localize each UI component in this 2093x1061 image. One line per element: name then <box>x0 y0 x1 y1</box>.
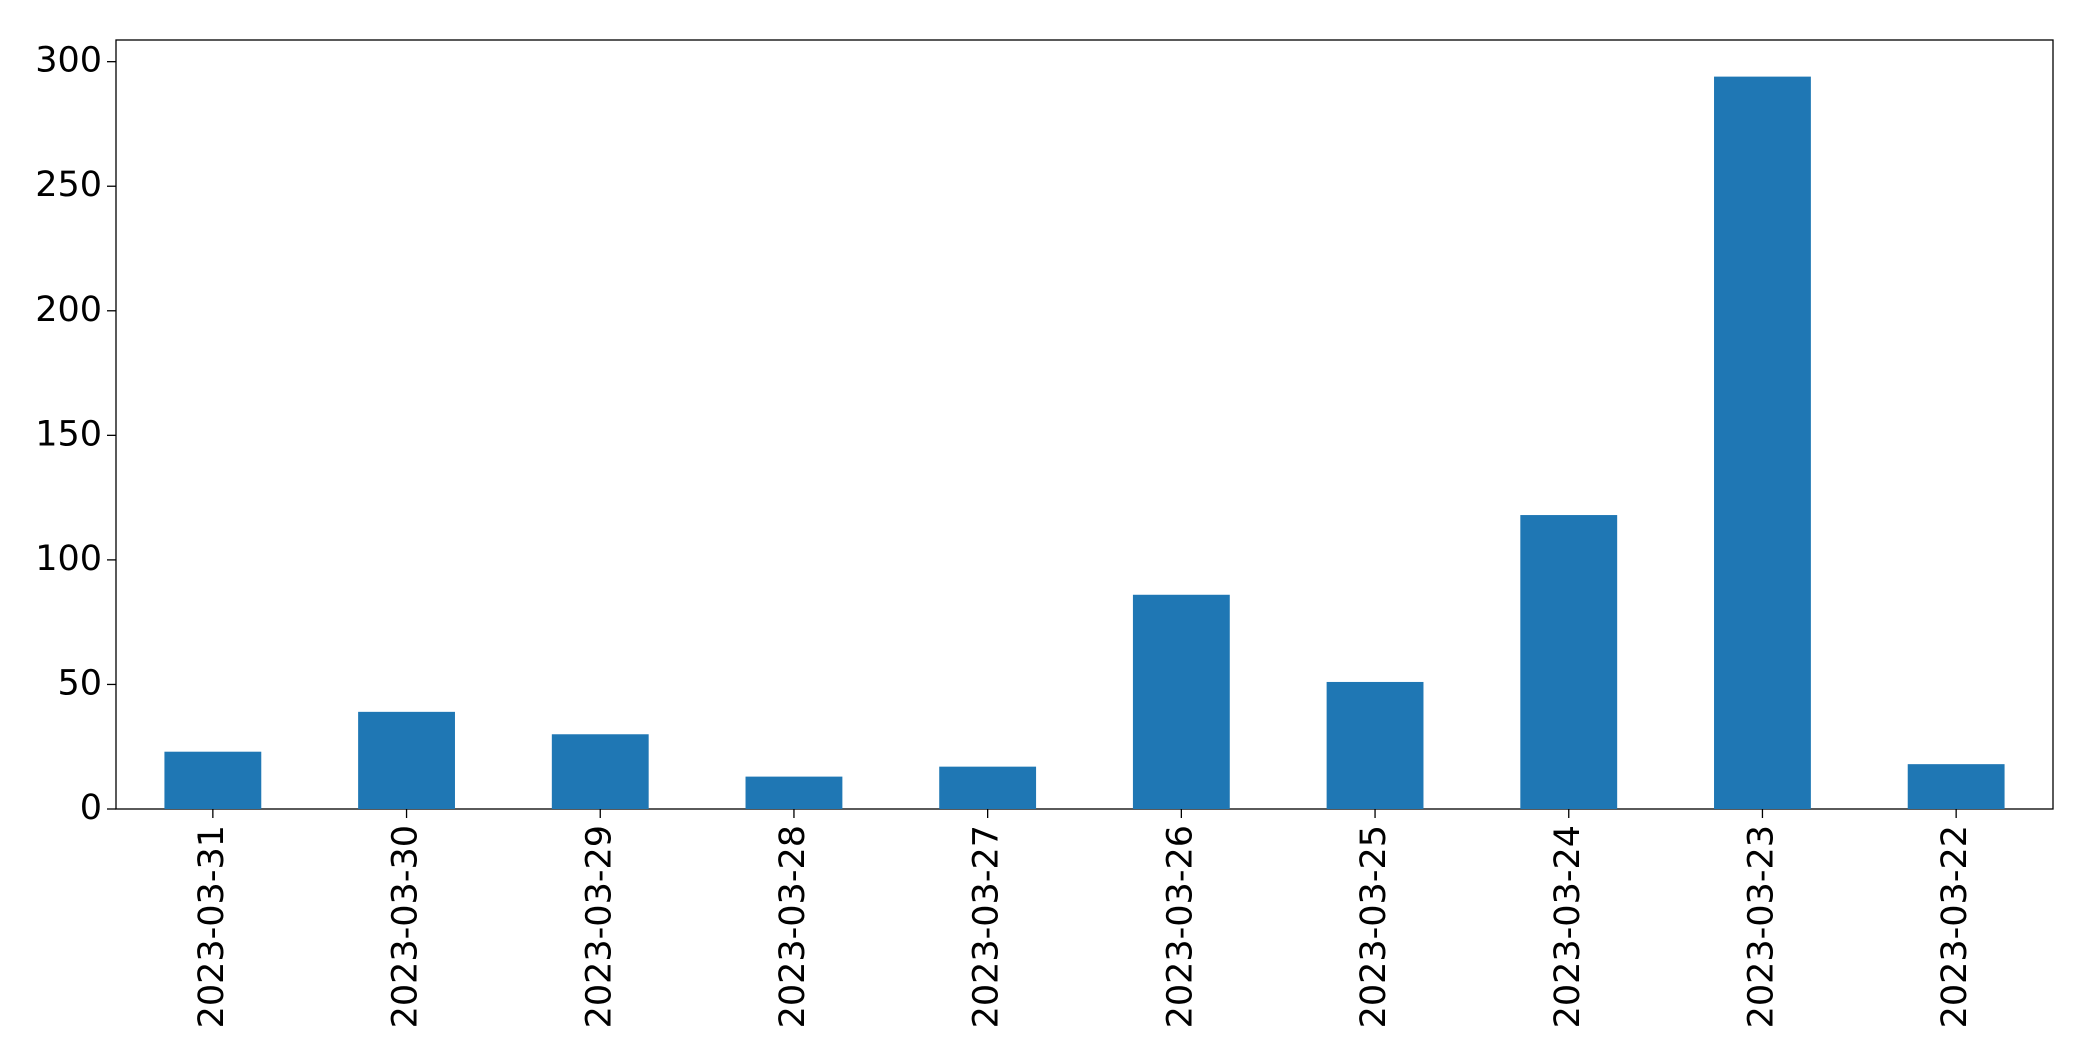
bar <box>1326 681 1424 809</box>
y-tick-label: 250 <box>35 165 102 205</box>
x-tick-label: 2023-03-25 <box>1354 825 1394 1028</box>
y-tick-label: 200 <box>35 290 102 330</box>
bar <box>1520 515 1618 809</box>
plot-frame <box>115 39 2054 810</box>
x-tick-label: 2023-03-28 <box>773 825 813 1028</box>
bar <box>745 776 843 809</box>
y-tick-label: 100 <box>35 539 102 579</box>
bar <box>164 751 262 809</box>
x-tick-label: 2023-03-27 <box>967 825 1007 1028</box>
y-tick-label: 0 <box>80 788 102 828</box>
x-tick-label: 2023-03-22 <box>1935 825 1975 1028</box>
bar <box>1907 764 2005 809</box>
x-tick-label: 2023-03-24 <box>1548 825 1588 1028</box>
x-tick-label: 2023-03-29 <box>579 825 619 1028</box>
y-tick-label: 300 <box>35 41 102 81</box>
y-tick-label: 50 <box>57 663 102 703</box>
x-tick-label: 2023-03-23 <box>1741 825 1781 1028</box>
bar <box>551 734 649 809</box>
y-tick-label: 150 <box>35 414 102 454</box>
bar <box>939 766 1037 809</box>
x-tick-label: 2023-03-30 <box>386 825 426 1028</box>
bar <box>358 711 455 809</box>
x-tick-label: 2023-03-26 <box>1160 825 1200 1028</box>
bar <box>1714 76 1811 810</box>
bar <box>1132 594 1230 809</box>
x-tick-label: 2023-03-31 <box>192 825 232 1028</box>
